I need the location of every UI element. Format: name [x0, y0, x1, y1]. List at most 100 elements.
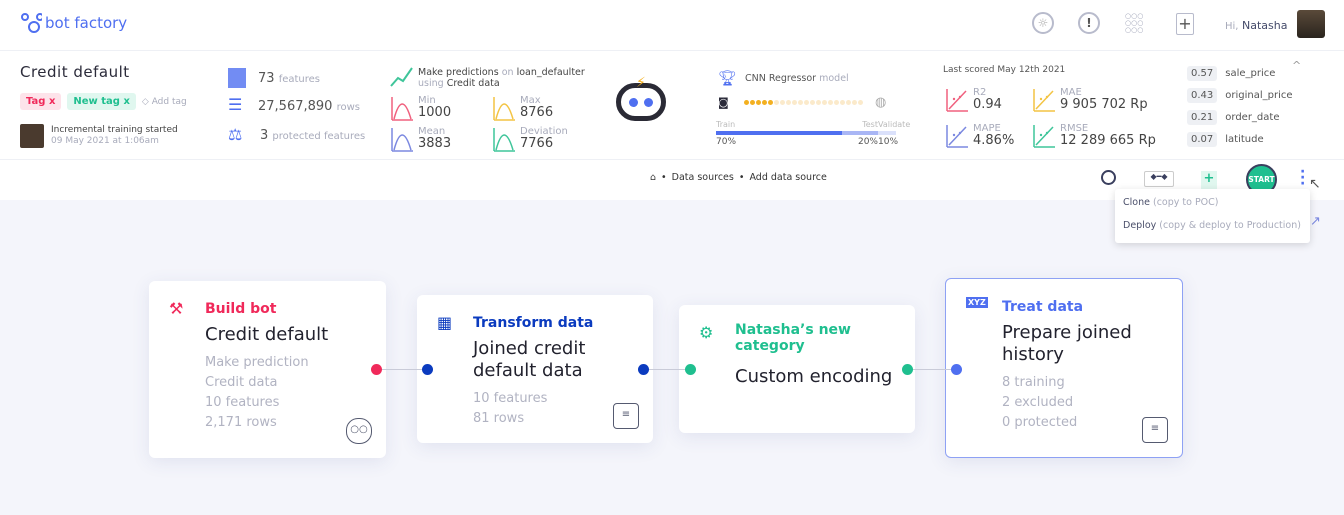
progress-dot [768, 100, 773, 105]
breadcrumb-add-data-source[interactable]: Add data source [749, 172, 827, 183]
remove-tag-icon[interactable]: x [123, 96, 130, 107]
prediction-summary: Make predictions on loan_defaulter using… [418, 67, 585, 89]
pipeline-step-card[interactable]: ⚒ Build bot Credit default Make prediction C… [149, 281, 386, 458]
progress-dot [756, 100, 761, 105]
stat-label: Deviation [520, 126, 568, 137]
step-title: Credit default [205, 324, 329, 345]
activity-time: 09 May 2021 at 1:06am [51, 136, 159, 146]
importance-value: 0.57 [1187, 65, 1218, 81]
alert-icon[interactable]: ! [1078, 12, 1100, 34]
importance-value: 0.21 [1187, 109, 1218, 125]
new-file-icon[interactable]: + [1176, 13, 1194, 35]
split-value: 20% [857, 137, 878, 147]
progress-dot [774, 100, 779, 105]
category-icon: ⚙ [699, 323, 714, 342]
feature-name: sale_price [1225, 67, 1276, 79]
file-database-icon: ≡ [1142, 417, 1168, 443]
expand-icon[interactable]: ↗ [1310, 214, 1321, 229]
feature-importance-row: 0.21 order_date [1187, 106, 1293, 128]
split-bar-segment [716, 131, 842, 135]
logo[interactable]: bot factory [20, 12, 127, 34]
output-port[interactable] [902, 364, 913, 375]
stat-label: Max [520, 95, 541, 106]
bot-icon [616, 83, 666, 121]
features-count: 73 features [258, 71, 320, 86]
add-tag-label: Add tag [151, 96, 187, 107]
output-port[interactable] [371, 364, 382, 375]
step-type: Natasha’s new category [735, 322, 851, 354]
remove-tag-icon[interactable]: x [48, 96, 56, 107]
connector-line [907, 369, 956, 370]
toolbar: ⌂ • Data sources • Add data source ◆━◆ + S… [0, 160, 1344, 200]
rows-label: rows [336, 102, 360, 113]
progress-dot [804, 100, 809, 105]
stat-value: 7766 [520, 136, 554, 151]
model-name: CNN Regressor model [745, 73, 849, 84]
input-port[interactable] [685, 364, 696, 375]
progress-dot [852, 100, 857, 105]
menu-item-clone[interactable]: Clone (copy to POC) [1115, 189, 1310, 208]
tag-chip[interactable]: Tag x [20, 93, 62, 110]
input-port[interactable] [422, 364, 433, 375]
metric-label: MAPE [973, 123, 1001, 134]
distribution-icon [493, 128, 515, 152]
activity-avatar [20, 124, 44, 148]
search-icon[interactable] [1101, 170, 1116, 185]
step-detail: 2 excluded [1002, 395, 1074, 410]
feature-name: order_date [1225, 111, 1280, 123]
feature-importance-row: 0.07 latitude [1187, 128, 1293, 150]
connector-line [643, 369, 690, 370]
split-bar-segment [878, 131, 896, 135]
input-port[interactable] [951, 364, 962, 375]
step-detail: 8 training [1002, 375, 1065, 390]
feature-name: latitude [1225, 133, 1264, 145]
step-detail: 2,171 rows [205, 415, 277, 430]
more-menu-button[interactable]: · · · [1300, 164, 1306, 192]
logo-icon [21, 13, 42, 33]
importance-value: 0.43 [1187, 87, 1218, 103]
apps-grid-icon[interactable]: ○○○ ○○○ ○○○ [1125, 12, 1144, 34]
step-detail: Credit data [205, 375, 278, 390]
step-detail: 10 features [205, 395, 280, 410]
model-name-text: CNN Regressor [745, 73, 817, 84]
progress-dot [792, 100, 797, 105]
metric-mape: MAPE 4.86% [945, 123, 1014, 149]
menu-hint: (copy to POC) [1152, 197, 1219, 208]
bot-icon: ○○ [346, 418, 372, 444]
add-file-button[interactable]: + [1201, 171, 1217, 189]
lightbulb-icon[interactable]: ☼ [1032, 12, 1054, 34]
features-value: 73 [258, 71, 275, 86]
progress-dot [798, 100, 803, 105]
add-tag-button[interactable]: ◇ Add tag [142, 97, 187, 107]
output-port[interactable] [638, 364, 649, 375]
avatar[interactable] [1297, 10, 1325, 38]
small-bot-icon: ◙ [718, 96, 729, 109]
metric-value: 4.86% [973, 133, 1015, 148]
pred-on: on [501, 67, 514, 78]
greeting: Hi, Natasha [1225, 19, 1287, 32]
stat-value: 3883 [418, 136, 452, 151]
split-label: Test [862, 120, 878, 129]
rows-count: 27,567,890 rows [258, 99, 360, 114]
project-summary: Credit default Tag x New tag x ◇ Add tag… [0, 50, 1344, 160]
menu-item-deploy[interactable]: Deploy (copy & deploy to Production) [1115, 208, 1310, 231]
trophy-icon: 🏆︎ [718, 69, 738, 87]
model-suffix: model [819, 73, 849, 84]
project-title: Credit default [20, 63, 130, 81]
pipeline-step-card[interactable]: ⚙ Natasha’s new category Custom encoding [679, 305, 915, 433]
trend-icon [390, 67, 413, 87]
home-icon[interactable]: ⌂ [650, 172, 657, 183]
progress-dot [840, 100, 845, 105]
schema-icon[interactable]: ◆━◆ [1144, 171, 1174, 187]
pred-using: using [418, 78, 444, 89]
collapse-chevron-icon[interactable]: ^ [1292, 59, 1302, 72]
distribution-icon [391, 128, 413, 152]
breadcrumb-data-sources[interactable]: Data sources [671, 172, 734, 183]
split-label: Train [716, 120, 736, 129]
tag-chip[interactable]: New tag x [67, 93, 136, 110]
menu-label: Deploy [1123, 220, 1157, 231]
pipeline-step-card[interactable]: ▦ Transform data Joined credit default dat… [417, 295, 653, 443]
pipeline-step-card[interactable]: XYZ Treat data Prepare joined history 8 tra… [945, 278, 1183, 458]
step-type: Treat data [1002, 299, 1084, 315]
stat-value: 8766 [520, 105, 554, 120]
